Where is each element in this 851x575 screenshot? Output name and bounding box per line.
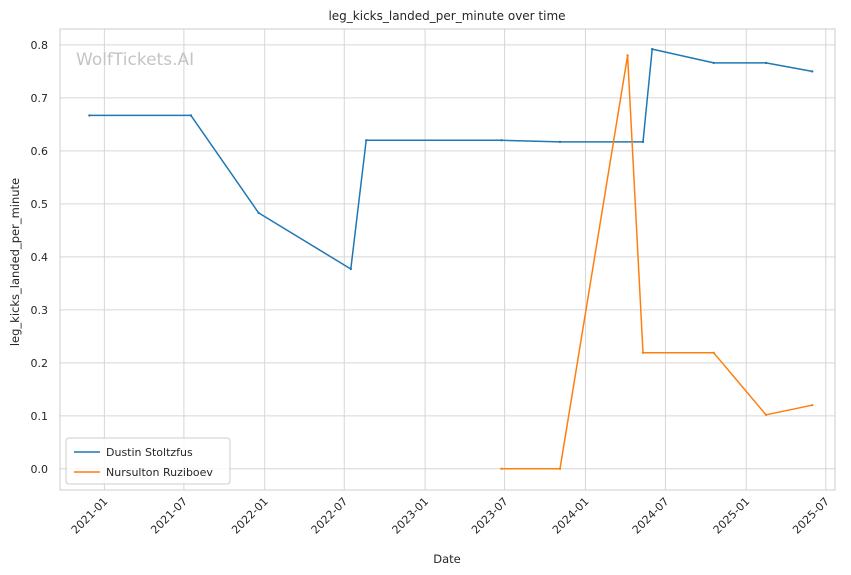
data-point <box>365 139 368 142</box>
data-point <box>641 140 645 144</box>
data-point <box>257 211 260 215</box>
y-tick-label: 0.8 <box>31 39 49 52</box>
data-point <box>189 114 193 117</box>
data-point <box>88 114 91 117</box>
y-tick-label: 0.7 <box>31 92 49 105</box>
data-point <box>811 70 814 73</box>
y-tick-label: 0.6 <box>31 145 49 158</box>
legend-box <box>65 437 231 485</box>
y-tick-label: 0.1 <box>31 410 49 423</box>
data-point <box>811 404 814 407</box>
watermark-text: WolfTickets.AI <box>76 50 194 70</box>
data-point <box>764 61 768 65</box>
chart-title: leg_kicks_landed_per_minute over time <box>328 9 565 23</box>
data-point <box>712 61 715 65</box>
y-tick-label: 0.4 <box>31 251 49 264</box>
legend-label-dustin-stoltzfus: Dustin Stoltzfus <box>106 446 193 459</box>
data-point <box>558 467 562 470</box>
data-point <box>500 467 503 470</box>
y-tick-label: 0.3 <box>31 304 49 317</box>
data-point <box>712 351 715 354</box>
y-axis-label: leg_kicks_landed_per_minute <box>8 178 22 346</box>
plot-frame <box>59 28 836 491</box>
legend: Dustin Stoltzfus Nursulton Ruziboev <box>65 437 231 485</box>
y-tick-label: 0.5 <box>31 198 49 211</box>
data-point <box>764 413 768 416</box>
y-tick-label: 0.0 <box>31 463 49 476</box>
series-lines <box>88 47 814 470</box>
data-point <box>500 139 503 142</box>
data-point <box>626 54 629 57</box>
series-line-dustin-stoltzfus <box>89 48 813 270</box>
data-point <box>558 140 562 144</box>
data-point <box>651 47 654 51</box>
grid <box>60 29 835 490</box>
data-point <box>641 351 645 354</box>
x-axis-label: Date <box>433 552 461 566</box>
legend-label-nursulton-ruziboev: Nursulton Ruziboev <box>106 466 213 479</box>
data-point <box>349 267 352 271</box>
y-tick-label: 0.2 <box>31 357 49 370</box>
